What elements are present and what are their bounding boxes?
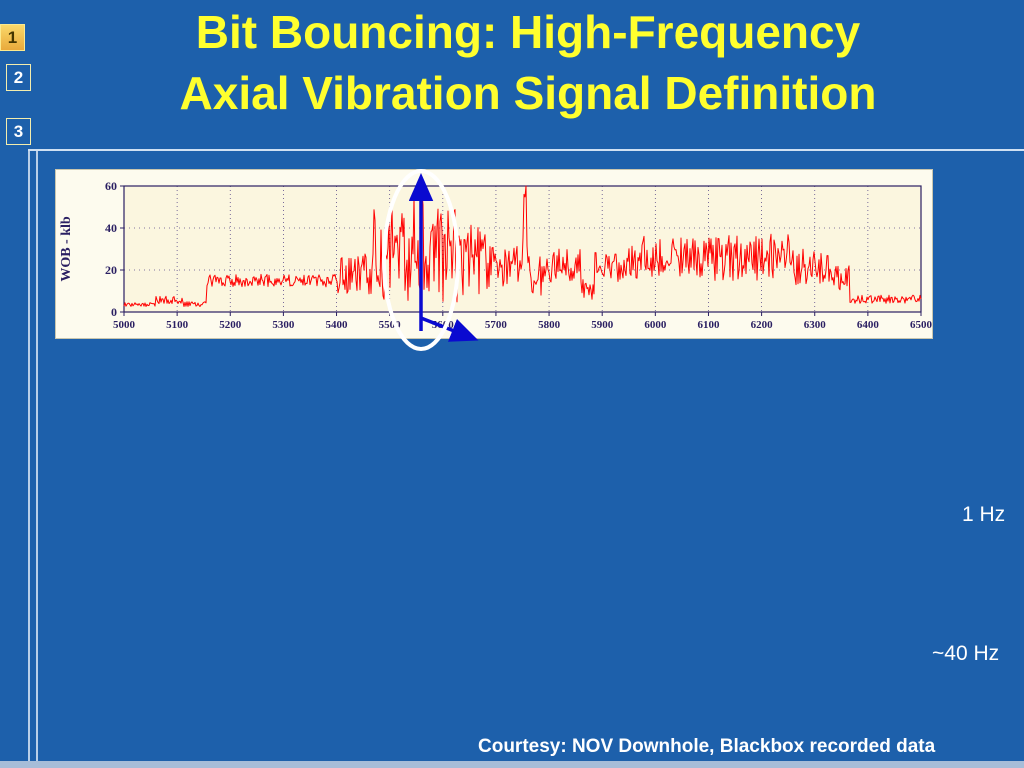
title-line-2: Axial Vibration Signal Definition <box>179 66 877 119</box>
svg-text:5000: 5000 <box>113 319 136 331</box>
svg-text:5800: 5800 <box>538 319 561 331</box>
svg-text:6000: 6000 <box>644 319 667 331</box>
svg-text:6100: 6100 <box>697 319 720 331</box>
courtesy-text: Courtesy: NOV Downhole, Blackbox recorde… <box>478 736 936 757</box>
left-rule-line-2 <box>36 151 38 768</box>
svg-text:6300: 6300 <box>804 319 827 331</box>
svg-text:5700: 5700 <box>485 319 508 331</box>
svg-text:60: 60 <box>105 179 117 193</box>
svg-text:5500: 5500 <box>379 319 402 331</box>
svg-text:20: 20 <box>105 263 117 277</box>
title-separator-line <box>28 149 1024 151</box>
svg-text:WOB - klb: WOB - klb <box>59 216 74 282</box>
slide-title: Bit Bouncing: High-Frequency Axial Vibrat… <box>40 2 1016 123</box>
svg-text:5600: 5600 <box>432 319 455 331</box>
svg-text:6500: 6500 <box>910 319 932 331</box>
svg-text:5100: 5100 <box>166 319 189 331</box>
freq-label-1hz: 1 Hz <box>962 503 1006 526</box>
slide-nav-3[interactable]: 3 <box>6 118 31 145</box>
title-line-1: Bit Bouncing: High-Frequency <box>195 6 861 58</box>
svg-text:5300: 5300 <box>272 319 295 331</box>
wob-chart-card: 5000 5100 5200 5300 5400 5500 5600 5700 5800 5900… <box>55 169 933 339</box>
left-rule-line-1 <box>28 151 30 768</box>
svg-text:0: 0 <box>111 305 117 319</box>
svg-text:6200: 6200 <box>751 319 774 331</box>
svg-text:40: 40 <box>105 221 117 235</box>
svg-text:5400: 5400 <box>326 319 349 331</box>
bottom-strip <box>0 761 1024 768</box>
slide-nav-1[interactable]: 1 <box>0 24 25 51</box>
svg-text:5200: 5200 <box>219 319 242 331</box>
svg-text:5900: 5900 <box>591 319 614 331</box>
freq-label-40hz: ~40 Hz <box>932 642 1000 665</box>
svg-text:6400: 6400 <box>857 319 880 331</box>
wob-chart: 5000 5100 5200 5300 5400 5500 5600 5700 5800 5900… <box>59 179 933 331</box>
slide-nav-2[interactable]: 2 <box>6 64 31 91</box>
